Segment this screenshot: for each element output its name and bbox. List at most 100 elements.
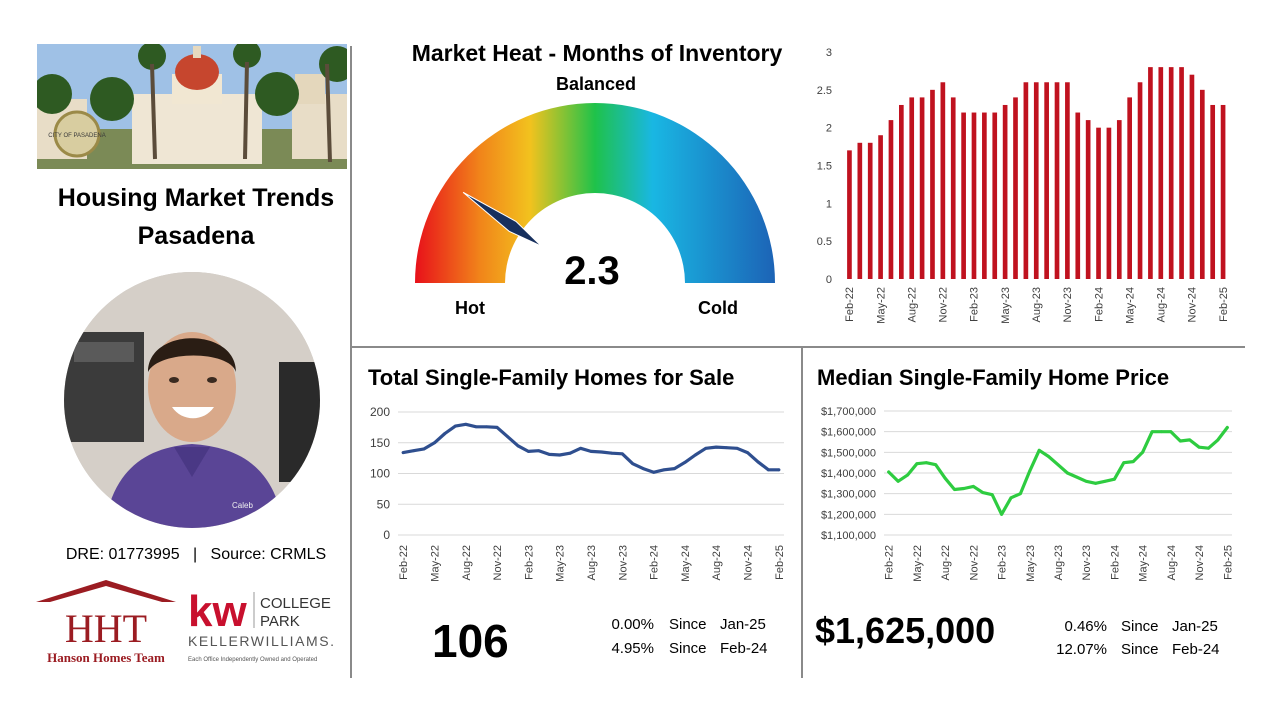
bar	[909, 97, 915, 280]
y-tick-label: 3	[826, 47, 832, 59]
x-tick-label: Aug-24	[711, 545, 723, 580]
x-tick-label: Aug-22	[906, 287, 918, 322]
separator: |	[193, 546, 198, 563]
data-point	[485, 425, 489, 429]
data-point	[704, 446, 708, 450]
y-tick-label: 2	[826, 123, 832, 135]
x-tick-label: Nov-22	[968, 545, 980, 580]
change-period: Feb-24	[720, 640, 768, 657]
data-point	[1047, 455, 1050, 458]
data-point	[474, 425, 478, 429]
change-percent: 12.07%	[1056, 641, 1107, 658]
data-point	[443, 432, 447, 435]
data-point	[1075, 475, 1079, 479]
agent-avatar: Caleb	[64, 272, 320, 528]
change-since: Since	[669, 640, 707, 657]
bar	[1023, 82, 1029, 279]
x-tick-label: Feb-24	[649, 545, 661, 580]
gauge-label-balanced: Balanced	[556, 74, 636, 94]
bar	[1085, 120, 1091, 279]
x-tick-label: Feb-24	[1093, 287, 1105, 322]
y-tick-label: 1.5	[817, 161, 832, 173]
bar	[1137, 82, 1143, 279]
kw-mark: kw	[188, 587, 247, 636]
data-point	[547, 453, 551, 456]
x-tick-label: Feb-23	[997, 545, 1009, 580]
data-point	[537, 449, 541, 453]
bar	[1210, 104, 1216, 279]
bar	[888, 120, 894, 279]
y-tick-label: 0	[826, 274, 832, 286]
x-tick-label: May-24	[680, 545, 692, 582]
x-tick-label: May-22	[430, 545, 442, 582]
y-tick-label: $1,200,000	[821, 509, 876, 521]
x-tick-label: Nov-22	[938, 287, 950, 322]
change-since: Since	[1121, 618, 1159, 635]
y-tick-label: 150	[370, 436, 390, 450]
bar	[961, 112, 966, 280]
x-tick-label: Nov-24	[742, 545, 754, 580]
median-price-line-chart: $1,100,000 $1,200,000 $1,300,000 $1,400,000…	[821, 406, 1234, 582]
data-point	[516, 444, 520, 448]
kw-park: PARK	[260, 613, 300, 630]
data-point	[1084, 479, 1088, 483]
bar	[992, 112, 998, 280]
y-tick-label: 1	[826, 198, 832, 210]
shirt-text: Caleb	[232, 501, 253, 510]
change-period: Jan-25	[1172, 618, 1218, 635]
city-hall-photo: CITY OF PASADENA	[37, 44, 347, 169]
y-tick-label: 0	[383, 528, 390, 542]
data-point	[1197, 445, 1201, 449]
x-tick-label: Aug-22	[940, 545, 952, 580]
hht-letters: HHT	[65, 606, 147, 651]
data-point	[1103, 479, 1107, 483]
series-line	[887, 425, 1229, 516]
x-tick-label: Feb-22	[398, 545, 410, 580]
data-point	[896, 479, 900, 483]
data-point	[422, 447, 426, 451]
data-point	[971, 485, 975, 488]
y-tick-label: $1,300,000	[821, 489, 876, 501]
x-tick-label: Feb-25	[1218, 287, 1230, 322]
x-tick-label: Nov-23	[1081, 545, 1093, 580]
data-point	[990, 493, 994, 497]
data-point	[1178, 439, 1182, 443]
data-point	[1113, 477, 1116, 481]
kw-disclaimer: Each Office Independently Owned and Oper…	[188, 657, 317, 663]
data-point	[527, 449, 530, 453]
data-point	[1056, 463, 1060, 467]
bar	[1148, 67, 1153, 279]
data-point	[1066, 471, 1069, 475]
divider-left	[350, 46, 352, 678]
change-period: Jan-25	[720, 616, 766, 633]
hht-logo: HHT Hanson Homes Team	[36, 580, 176, 670]
bar	[1127, 97, 1132, 280]
data-point	[579, 446, 582, 450]
gauge-value: 2.3	[564, 249, 620, 293]
x-tick-label: May-23	[555, 545, 567, 582]
data-point	[589, 449, 593, 453]
x-tick-label: Aug-24	[1156, 287, 1168, 322]
bar	[1199, 89, 1205, 279]
data-point	[887, 470, 891, 474]
data-point	[1150, 430, 1154, 434]
data-point	[1169, 430, 1173, 434]
y-tick-label: $1,600,000	[821, 427, 876, 439]
x-tick-label: Nov-24	[1187, 287, 1199, 322]
data-point	[1094, 481, 1098, 485]
bar	[940, 82, 946, 279]
x-tick-label: May-23	[1000, 287, 1012, 324]
data-point	[506, 435, 509, 438]
bar	[1054, 82, 1060, 279]
x-tick-label: Aug-23	[1053, 545, 1065, 580]
divider-middle	[350, 346, 1245, 348]
data-point	[981, 491, 985, 495]
gauge-title: Market Heat - Months of Inventory	[411, 40, 783, 66]
x-tick-label: May-22	[875, 287, 887, 324]
data-point	[915, 462, 919, 466]
inventory-current-value: 106	[432, 615, 509, 667]
change-percent: 0.00%	[611, 616, 654, 633]
change-percent: 0.46%	[1064, 618, 1107, 635]
y-tick-label: 2.5	[817, 85, 832, 97]
data-point	[735, 446, 739, 450]
